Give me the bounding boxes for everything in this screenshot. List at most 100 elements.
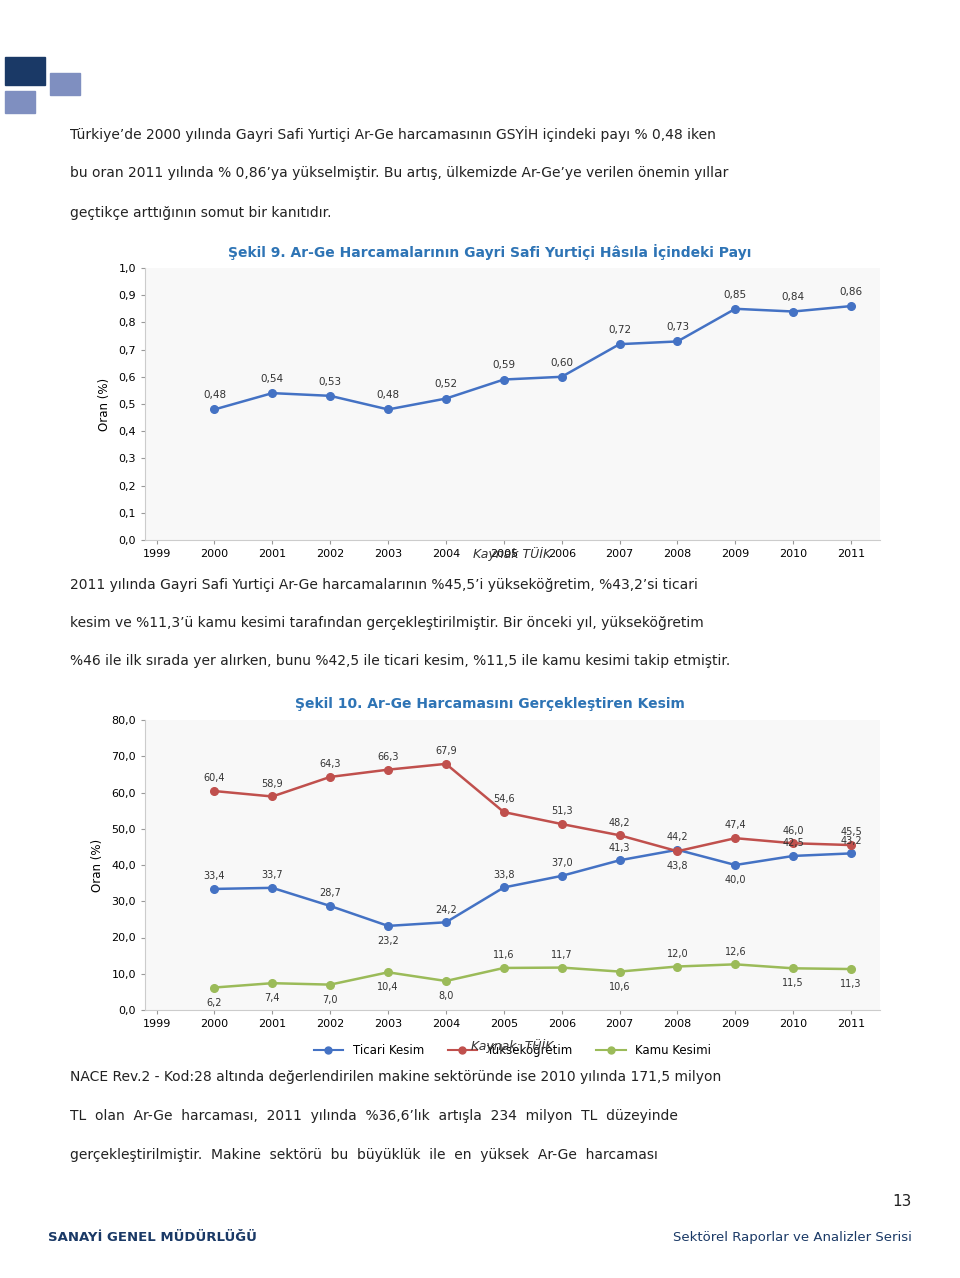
Text: 66,3: 66,3 (377, 751, 398, 762)
Text: 8,0: 8,0 (439, 990, 454, 1001)
Ticari Kesim (846, 846, 857, 861)
Bar (5, 58, 45, 86)
Text: 47,4: 47,4 (725, 820, 746, 831)
Ticari Kesim (267, 881, 278, 896)
Text: 12,0: 12,0 (666, 948, 688, 958)
Ticari Kesim (556, 868, 567, 883)
Text: NACE Rev.2 - Kod:28 altında değerlendirilen makine sektöründe ise 2010 yılında 1: NACE Rev.2 - Kod:28 altında değerlendiri… (70, 1071, 721, 1085)
Kamu Kesimi (498, 960, 510, 975)
Text: 11,5: 11,5 (782, 979, 804, 988)
Text: 58,9: 58,9 (261, 778, 283, 789)
Text: 41,3: 41,3 (609, 842, 631, 852)
Text: 0,53: 0,53 (319, 377, 342, 387)
Text: bu oran 2011 yılında % 0,86’ya yükselmiştir. Bu artış, ülkemizde Ar-Ge’ye verile: bu oran 2011 yılında % 0,86’ya yükselmiş… (70, 166, 729, 180)
Kamu Kesimi (324, 976, 336, 992)
Y-axis label: Oran (%): Oran (%) (91, 838, 105, 892)
Y-axis label: Oran (%): Oran (%) (99, 377, 111, 431)
Text: 12,6: 12,6 (725, 947, 746, 957)
Yükseköğretim (613, 828, 625, 843)
Text: kesim ve %11,3’ü kamu kesimi tarafından gerçekleştirilmiştir. Bir önceki yıl, yü: kesim ve %11,3’ü kamu kesimi tarafından … (70, 616, 704, 630)
Line: Yükseköğretim: Yükseköğretim (210, 760, 855, 855)
Kamu Kesimi (672, 958, 684, 974)
Bar (5, 91, 35, 112)
Yükseköğretim (846, 837, 857, 852)
Text: 10,4: 10,4 (377, 983, 398, 992)
Text: %46 ile ilk sırada yer alırken, bunu %42,5 ile ticari kesim, %11,5 ile kamu kesi: %46 ile ilk sırada yer alırken, bunu %42… (70, 654, 731, 668)
Text: 0,52: 0,52 (434, 380, 458, 390)
Ticari Kesim (613, 852, 625, 868)
Yükseköğretim (556, 817, 567, 832)
Text: 0,73: 0,73 (666, 322, 689, 332)
Kamu Kesimi (556, 960, 567, 975)
Kamu Kesimi (730, 957, 741, 973)
Text: 23,2: 23,2 (377, 935, 399, 946)
Text: 28,7: 28,7 (320, 888, 341, 898)
Yükseköğretim (382, 762, 394, 777)
Text: 11,7: 11,7 (551, 950, 572, 960)
Text: 33,7: 33,7 (261, 870, 283, 881)
Yükseköğretim (672, 843, 684, 859)
Text: 33,4: 33,4 (204, 872, 226, 882)
Yükseköğretim (267, 789, 278, 804)
Text: 10,6: 10,6 (609, 982, 631, 992)
Text: 0,59: 0,59 (492, 360, 516, 371)
Text: Sektörel Raporlar ve Analizler Serisi: Sektörel Raporlar ve Analizler Serisi (673, 1231, 912, 1243)
Text: 13: 13 (893, 1195, 912, 1209)
Text: 37,0: 37,0 (551, 858, 572, 868)
Yükseköğretim (208, 783, 220, 799)
Text: Kaynak: TÜİK: Kaynak: TÜİK (471, 1039, 554, 1053)
Yükseköğretim (498, 804, 510, 819)
Text: 0,54: 0,54 (261, 374, 284, 383)
Text: 60,4: 60,4 (204, 773, 226, 783)
Text: 7,0: 7,0 (323, 994, 338, 1005)
Yükseköğretim (324, 769, 336, 785)
Text: 42,5: 42,5 (782, 838, 804, 849)
Text: 24,2: 24,2 (435, 905, 457, 915)
Text: 0,48: 0,48 (203, 390, 226, 400)
Text: 43,2: 43,2 (840, 836, 862, 846)
Text: 51,3: 51,3 (551, 806, 572, 817)
Text: 44,2: 44,2 (666, 832, 688, 842)
Ticari Kesim (498, 879, 510, 895)
Ticari Kesim (441, 915, 452, 930)
Bar (50, 73, 80, 95)
Kamu Kesimi (787, 961, 799, 976)
Text: 33,8: 33,8 (493, 870, 515, 879)
Text: 40,0: 40,0 (725, 875, 746, 886)
Ticari Kesim (382, 918, 394, 933)
Text: TL  olan  Ar-Ge  harcaması,  2011  yılında  %36,6’lık  artışla  234  milyon  TL : TL olan Ar-Ge harcaması, 2011 yılında %3… (70, 1109, 678, 1123)
Text: 48,2: 48,2 (609, 818, 631, 828)
Text: 43,8: 43,8 (666, 861, 688, 872)
Ticari Kesim (672, 842, 684, 858)
Yükseköğretim (787, 836, 799, 851)
Yükseköğretim (441, 757, 452, 772)
Ticari Kesim (787, 849, 799, 864)
Text: 45,5: 45,5 (840, 827, 862, 837)
Text: 0,72: 0,72 (608, 325, 631, 335)
Ticari Kesim (208, 882, 220, 897)
Text: 0,85: 0,85 (724, 290, 747, 299)
Line: Ticari Kesim: Ticari Kesim (210, 846, 855, 929)
Text: 67,9: 67,9 (435, 746, 457, 757)
Text: 11,3: 11,3 (840, 979, 862, 989)
Kamu Kesimi (613, 964, 625, 979)
Text: Sektörel Raporlar ve Analizler Serisi: Sektörel Raporlar ve Analizler Serisi (673, 20, 936, 35)
Text: SANAYİ GENEL MÜDÜRLÜĞÜ: SANAYİ GENEL MÜDÜRLÜĞÜ (48, 1231, 257, 1243)
Text: 64,3: 64,3 (320, 759, 341, 769)
Text: Türkiye’de 2000 yılında Gayri Safi Yurtiçi Ar-Ge harcamasının GSYİH içindeki pay: Türkiye’de 2000 yılında Gayri Safi Yurti… (70, 125, 716, 142)
Text: 6,2: 6,2 (206, 998, 222, 1007)
Text: gerçekleştirilmiştir.  Makine  sektörü  bu  büyüklük  ile  en  yüksek  Ar-Ge  ha: gerçekleştirilmiştir. Makine sektörü bu … (70, 1148, 658, 1162)
Legend: Ticari Kesim, Yükseköğretim, Kamu Kesimi: Ticari Kesim, Yükseköğretim, Kamu Kesimi (309, 1039, 716, 1062)
Ticari Kesim (730, 858, 741, 873)
Text: Şekil 10. Ar-Ge Harcamasını Gerçekleştiren Kesim: Şekil 10. Ar-Ge Harcamasını Gerçekleştir… (295, 697, 684, 711)
Text: 0,86: 0,86 (839, 288, 863, 296)
Text: 0,84: 0,84 (781, 293, 804, 303)
Text: 2011 yılında Gayri Safi Yurtiçi Ar-Ge harcamalarının %45,5’i yükseköğretim, %43,: 2011 yılında Gayri Safi Yurtiçi Ar-Ge ha… (70, 578, 698, 592)
Ticari Kesim (324, 898, 336, 914)
Line: Kamu Kesimi: Kamu Kesimi (210, 961, 855, 992)
Text: 7,4: 7,4 (265, 993, 280, 1003)
Kamu Kesimi (441, 974, 452, 989)
Text: 0,48: 0,48 (376, 390, 399, 400)
Kamu Kesimi (846, 961, 857, 976)
Text: 46,0: 46,0 (782, 826, 804, 836)
